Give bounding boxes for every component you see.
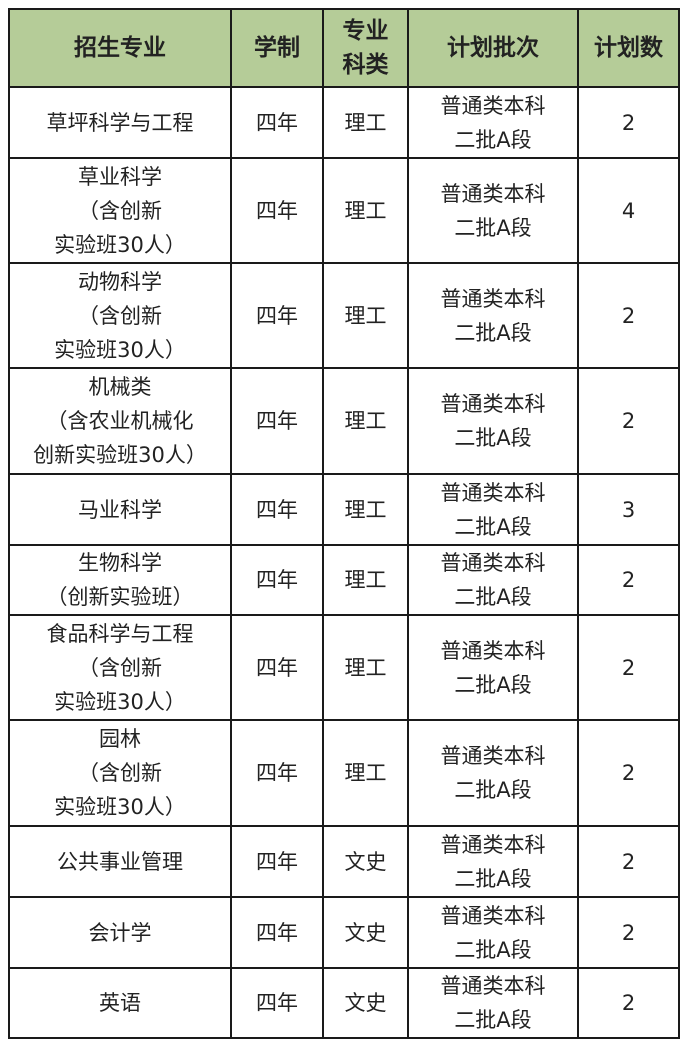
cell-duration: 四年 bbox=[230, 262, 324, 369]
header-quota: 计划数 bbox=[577, 8, 680, 88]
cell-duration: 四年 bbox=[230, 473, 324, 546]
cell-batch: 普通类本科 二批A段 bbox=[407, 157, 579, 264]
cell-batch: 普通类本科 二批A段 bbox=[407, 544, 579, 616]
table-row: 草坪科学与工程 四年 理工 普通类本科 二批A段 2 bbox=[8, 86, 680, 159]
cell-quota: 2 bbox=[577, 896, 680, 969]
cell-major: 食品科学与工程 （含创新 实验班30人） bbox=[8, 614, 232, 721]
header-batch: 计划批次 bbox=[407, 8, 579, 88]
cell-category: 理工 bbox=[322, 86, 409, 159]
cell-major: 草业科学 （含创新 实验班30人） bbox=[8, 157, 232, 264]
cell-duration: 四年 bbox=[230, 86, 324, 159]
cell-quota: 2 bbox=[577, 367, 680, 475]
header-major: 招生专业 bbox=[8, 8, 232, 88]
cell-duration: 四年 bbox=[230, 544, 324, 616]
header-category: 专业 科类 bbox=[322, 8, 409, 88]
cell-quota: 2 bbox=[577, 86, 680, 159]
cell-duration: 四年 bbox=[230, 896, 324, 969]
cell-category: 文史 bbox=[322, 825, 409, 898]
cell-quota: 2 bbox=[577, 262, 680, 369]
header-duration: 学制 bbox=[230, 8, 324, 88]
table-row: 英语 四年 文史 普通类本科 二批A段 2 bbox=[8, 967, 680, 1039]
cell-batch: 普通类本科 二批A段 bbox=[407, 86, 579, 159]
cell-quota: 3 bbox=[577, 473, 680, 546]
cell-batch: 普通类本科 二批A段 bbox=[407, 262, 579, 369]
cell-quota: 2 bbox=[577, 825, 680, 898]
cell-major: 英语 bbox=[8, 967, 232, 1039]
cell-batch: 普通类本科 二批A段 bbox=[407, 719, 579, 827]
table-row: 园林 （含创新 实验班30人） 四年 理工 普通类本科 二批A段 2 bbox=[8, 719, 680, 827]
cell-major: 草坪科学与工程 bbox=[8, 86, 232, 159]
cell-category: 理工 bbox=[322, 719, 409, 827]
table-row: 会计学 四年 文史 普通类本科 二批A段 2 bbox=[8, 896, 680, 969]
cell-batch: 普通类本科 二批A段 bbox=[407, 967, 579, 1039]
cell-category: 理工 bbox=[322, 262, 409, 369]
table-row: 动物科学 （含创新 实验班30人） 四年 理工 普通类本科 二批A段 2 bbox=[8, 262, 680, 369]
cell-duration: 四年 bbox=[230, 825, 324, 898]
cell-major: 园林 （含创新 实验班30人） bbox=[8, 719, 232, 827]
cell-duration: 四年 bbox=[230, 367, 324, 475]
cell-major: 马业科学 bbox=[8, 473, 232, 546]
cell-quota: 2 bbox=[577, 544, 680, 616]
cell-duration: 四年 bbox=[230, 719, 324, 827]
table-row: 草业科学 （含创新 实验班30人） 四年 理工 普通类本科 二批A段 4 bbox=[8, 157, 680, 264]
cell-major: 生物科学 （创新实验班） bbox=[8, 544, 232, 616]
cell-batch: 普通类本科 二批A段 bbox=[407, 825, 579, 898]
cell-major: 动物科学 （含创新 实验班30人） bbox=[8, 262, 232, 369]
cell-duration: 四年 bbox=[230, 157, 324, 264]
cell-batch: 普通类本科 二批A段 bbox=[407, 614, 579, 721]
cell-quota: 2 bbox=[577, 614, 680, 721]
cell-category: 理工 bbox=[322, 544, 409, 616]
cell-quota: 2 bbox=[577, 967, 680, 1039]
table-row: 马业科学 四年 理工 普通类本科 二批A段 3 bbox=[8, 473, 680, 546]
cell-batch: 普通类本科 二批A段 bbox=[407, 896, 579, 969]
cell-category: 理工 bbox=[322, 157, 409, 264]
cell-category: 理工 bbox=[322, 367, 409, 475]
cell-batch: 普通类本科 二批A段 bbox=[407, 473, 579, 546]
table-row: 公共事业管理 四年 文史 普通类本科 二批A段 2 bbox=[8, 825, 680, 898]
table-row: 生物科学 （创新实验班） 四年 理工 普通类本科 二批A段 2 bbox=[8, 544, 680, 616]
header-row: 招生专业 学制 专业 科类 计划批次 计划数 bbox=[8, 8, 680, 88]
cell-category: 理工 bbox=[322, 473, 409, 546]
cell-category: 文史 bbox=[322, 967, 409, 1039]
enrollment-plan-table: 招生专业 学制 专业 科类 计划批次 计划数 草坪科学与工程 四年 理工 普通类本科 … bbox=[8, 8, 680, 1039]
cell-batch: 普通类本科 二批A段 bbox=[407, 367, 579, 475]
cell-major: 会计学 bbox=[8, 896, 232, 969]
table-row: 食品科学与工程 （含创新 实验班30人） 四年 理工 普通类本科 二批A段 2 bbox=[8, 614, 680, 721]
cell-category: 文史 bbox=[322, 896, 409, 969]
cell-duration: 四年 bbox=[230, 967, 324, 1039]
cell-major: 机械类 （含农业机械化 创新实验班30人） bbox=[8, 367, 232, 475]
cell-major: 公共事业管理 bbox=[8, 825, 232, 898]
cell-quota: 2 bbox=[577, 719, 680, 827]
cell-quota: 4 bbox=[577, 157, 680, 264]
table-row: 机械类 （含农业机械化 创新实验班30人） 四年 理工 普通类本科 二批A段 2 bbox=[8, 367, 680, 475]
cell-duration: 四年 bbox=[230, 614, 324, 721]
cell-category: 理工 bbox=[322, 614, 409, 721]
